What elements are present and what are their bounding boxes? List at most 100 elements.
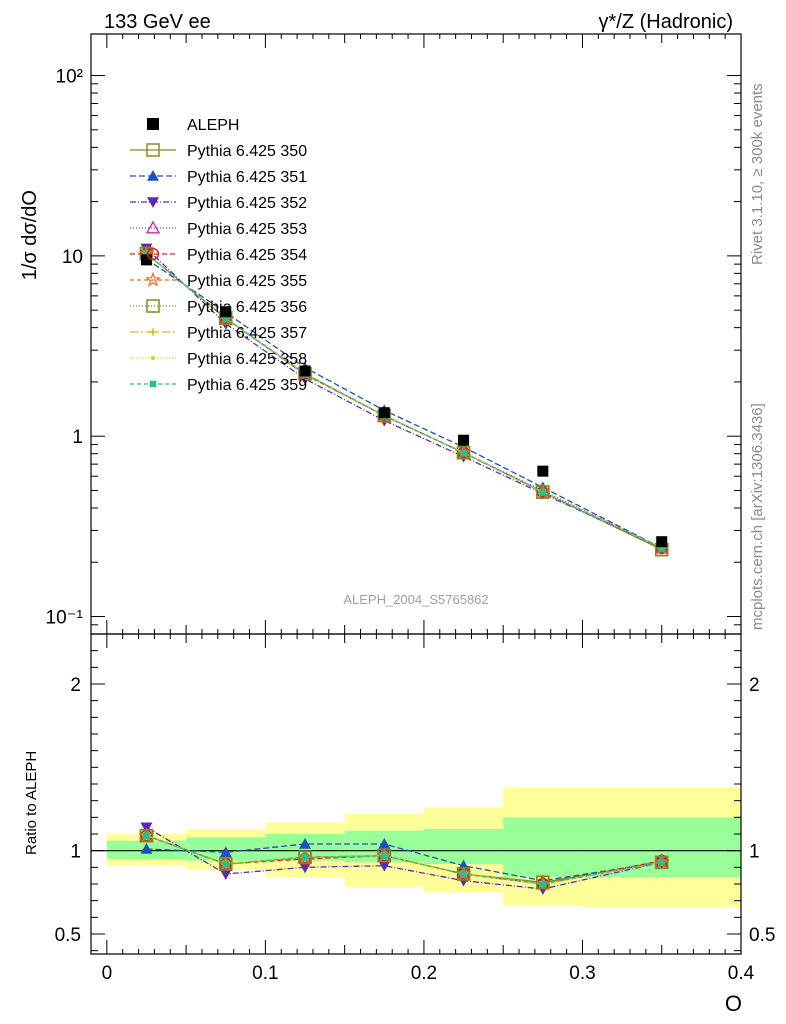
x-tick-label: 0 [102,963,113,984]
data-point [378,407,390,419]
ratio-frame [90,633,742,955]
series-10 [143,250,666,552]
data-point [656,536,668,548]
legend-label: Pythia 6.425 350 [187,143,307,160]
series-8 [142,249,666,552]
series-line [146,253,662,549]
ratio-point [456,867,471,881]
series-3 [140,243,668,554]
legend-marker [146,247,160,261]
legend-marker [147,118,159,130]
series-1 [139,246,669,557]
y-tick-label-right: 1 [749,842,760,863]
ratio-point [539,880,547,888]
legend-label: Pythia 6.425 353 [187,221,307,238]
legend-label: Pythia 6.425 354 [187,247,307,264]
ratio-point [536,875,550,890]
series-point [658,544,666,552]
header-right-label: γ*/Z (Hadronic) [599,11,733,33]
x-tick-label: 0.3 [569,963,595,984]
header-left-label: 133 GeV ee [104,11,211,33]
legend-entry: Pythia 6.425 354 [130,247,307,264]
legend-label: Pythia 6.425 359 [187,377,307,394]
legend-marker [146,299,160,313]
legend-entry: Pythia 6.425 352 [130,195,307,212]
ratio-point [380,852,388,859]
legend-marker [149,380,157,388]
legend-entry: Pythia 6.425 356 [130,299,307,316]
y-tick-label: 10 [62,247,83,268]
ratio-point [654,855,669,870]
series-line [146,253,662,551]
ratio-point [299,862,312,874]
legend-marker [145,271,161,287]
ratio-point [222,860,230,868]
ratio-point [460,870,467,878]
ratio-point [378,860,391,872]
ratio-point [140,843,153,854]
series-9 [144,251,664,551]
legend-marker [146,143,160,157]
legend-entry: Pythia 6.425 359 [130,377,307,394]
y-tick-label-right: 2 [749,675,760,696]
x-tick-label: 0.1 [252,963,278,984]
ratio-point [139,828,154,843]
legend-label: Pythia 6.425 358 [187,351,307,368]
legend-entry: Pythia 6.425 355 [130,271,307,290]
legend-marker [147,197,159,208]
legend-label: ALEPH [187,117,239,134]
legend-entry: ALEPH [147,117,239,134]
data-point [220,306,232,318]
series-4 [139,246,669,554]
legend-label: Pythia 6.425 355 [187,273,307,290]
data-series [140,254,668,548]
ratio-point [143,832,150,839]
legend: ALEPH Pythia 6.425 350 Pythia 6.425 351 Pyt… [130,117,307,394]
series-line [146,253,662,549]
x-axis-label: O [725,991,742,1016]
uncertainty-band-inner [503,817,583,878]
series-7 [139,246,669,557]
main-y-axis-label: 1/σ dσ/dO [19,190,41,280]
series-point [536,485,550,499]
ratio-y-axis-label: Ratio to ALEPH [23,751,40,855]
series-point [460,449,467,457]
series-line [146,247,662,549]
series-line [146,253,662,549]
legend-marker [150,355,156,361]
y-tick-label: 10⁻¹ [46,608,84,629]
legend-marker [147,170,159,181]
series-line [146,253,662,549]
series-point [539,488,547,496]
data-point [458,434,470,446]
data-point [299,365,311,377]
legend-label: Pythia 6.425 352 [187,195,307,212]
series-line [146,253,662,549]
ratio-series-10 [143,832,666,888]
ratio-point [658,859,666,866]
series-6 [138,245,670,555]
series-point [222,315,230,322]
series-line [146,253,662,549]
y-tick-label: 0.5 [55,925,81,946]
series-point [456,445,471,460]
ratio-point [299,838,312,849]
side-label-mcplots: mcplots.cern.ch [arXiv:1306.3436] [749,403,766,630]
analysis-watermark: ALEPH_2004_S5765862 [343,592,488,607]
y-tick-label: 1 [70,842,81,863]
legend-entry: Pythia 6.425 351 [130,169,307,186]
series-point [140,243,153,255]
ratio-point [219,846,232,858]
x-tick-label: 0.2 [411,963,437,984]
x-tick-label: 0.4 [728,963,755,984]
series-5 [140,247,668,555]
data-point [140,254,152,266]
legend-label: Pythia 6.425 351 [187,169,307,186]
legend-label: Pythia 6.425 357 [187,325,307,342]
legend-entry: Pythia 6.425 353 [130,220,307,238]
y-tick-label: 2 [70,675,81,696]
legend-label: Pythia 6.425 356 [187,299,307,316]
legend-marker [145,220,161,234]
ratio-panel: 0.5 0.5 1 1 2 2 0 0.1 0.2 0.3 0.4 [55,633,775,984]
